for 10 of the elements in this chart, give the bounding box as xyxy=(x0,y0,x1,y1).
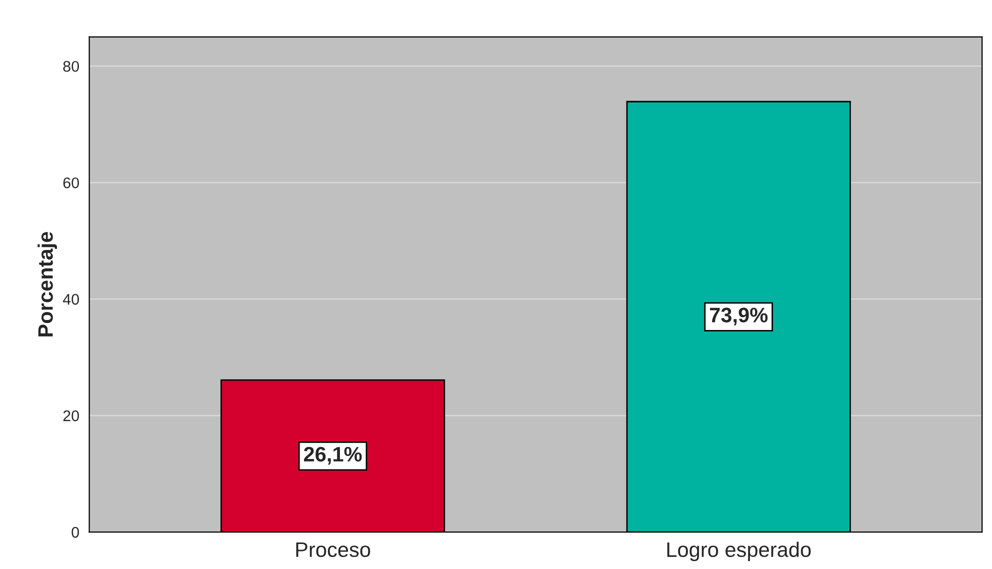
x-tick-label: Logro esperado xyxy=(667,542,811,562)
y-tick-label: 20 xyxy=(63,410,79,422)
y-axis-title: Porcentaje xyxy=(38,232,58,336)
y-tick-label: 0 xyxy=(72,526,79,538)
y-tick-label: 80 xyxy=(63,60,79,72)
x-tick-label: Proceso xyxy=(296,542,370,558)
data-label: 26,1% xyxy=(304,446,362,465)
y-tick-label: 60 xyxy=(63,177,79,188)
data-label: 73,9% xyxy=(710,308,768,326)
y-tick-label: 40 xyxy=(62,294,79,305)
